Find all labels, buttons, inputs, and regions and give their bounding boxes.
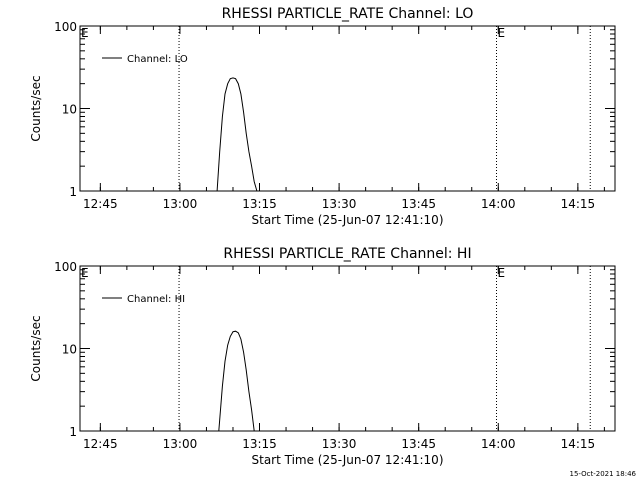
x-tick-label: 13:00 <box>163 437 198 451</box>
time-marker-label: E <box>498 266 506 280</box>
y-tick-label: 100 <box>54 260 77 274</box>
x-axis-label: Start Time (25-Jun-07 12:41:10) <box>252 213 444 227</box>
x-tick-label: 13:30 <box>322 197 357 211</box>
x-tick-label: 12:45 <box>83 197 118 211</box>
plot-frame <box>79 265 616 432</box>
y-axis-label: Counts/sec <box>29 75 43 141</box>
y-tick-label: 1 <box>69 185 77 199</box>
x-tick-label: 13:15 <box>242 197 277 211</box>
series-line-lo <box>216 77 258 192</box>
legend-entry: Channel: LO <box>127 54 188 65</box>
footer-timestamp: 15-Oct-2021 18:46 <box>570 470 637 478</box>
y-tick-label: 10 <box>62 103 77 117</box>
x-tick-label: 13:15 <box>242 437 277 451</box>
x-tick-label: 13:45 <box>401 437 436 451</box>
y-tick-label: 100 <box>54 20 77 34</box>
legend-entry: Channel: HI <box>127 294 185 305</box>
series-line-hi <box>218 330 255 432</box>
x-tick-label: 13:00 <box>163 197 198 211</box>
x-tick-label: 13:30 <box>322 437 357 451</box>
y-tick-label: 1 <box>69 425 77 439</box>
x-tick-label: 14:15 <box>561 197 596 211</box>
x-tick-label: 14:00 <box>481 197 516 211</box>
x-tick-label: 14:00 <box>481 437 516 451</box>
x-tick-label: 13:45 <box>401 197 436 211</box>
chart-title: RHESSI PARTICLE_RATE Channel: LO <box>222 6 474 22</box>
x-axis-label: Start Time (25-Jun-07 12:41:10) <box>252 453 444 467</box>
chart-panel-hi: RHESSI PARTICLE_RATE Channel: HI 12:45 13:… <box>29 246 616 467</box>
y-tick-label: 10 <box>62 343 77 357</box>
corner-label: E <box>81 266 89 280</box>
plot-frame <box>79 25 616 192</box>
time-marker-label: E <box>498 26 506 40</box>
chart-panel-lo: RHESSI PARTICLE_RATE Channel: LO 12:45 13:… <box>29 6 616 227</box>
x-tick-label: 14:15 <box>561 437 596 451</box>
x-tick-label: 12:45 <box>83 437 118 451</box>
corner-label: E <box>81 26 89 40</box>
y-axis-label: Counts/sec <box>29 315 43 381</box>
chart-title: RHESSI PARTICLE_RATE Channel: HI <box>223 246 471 262</box>
